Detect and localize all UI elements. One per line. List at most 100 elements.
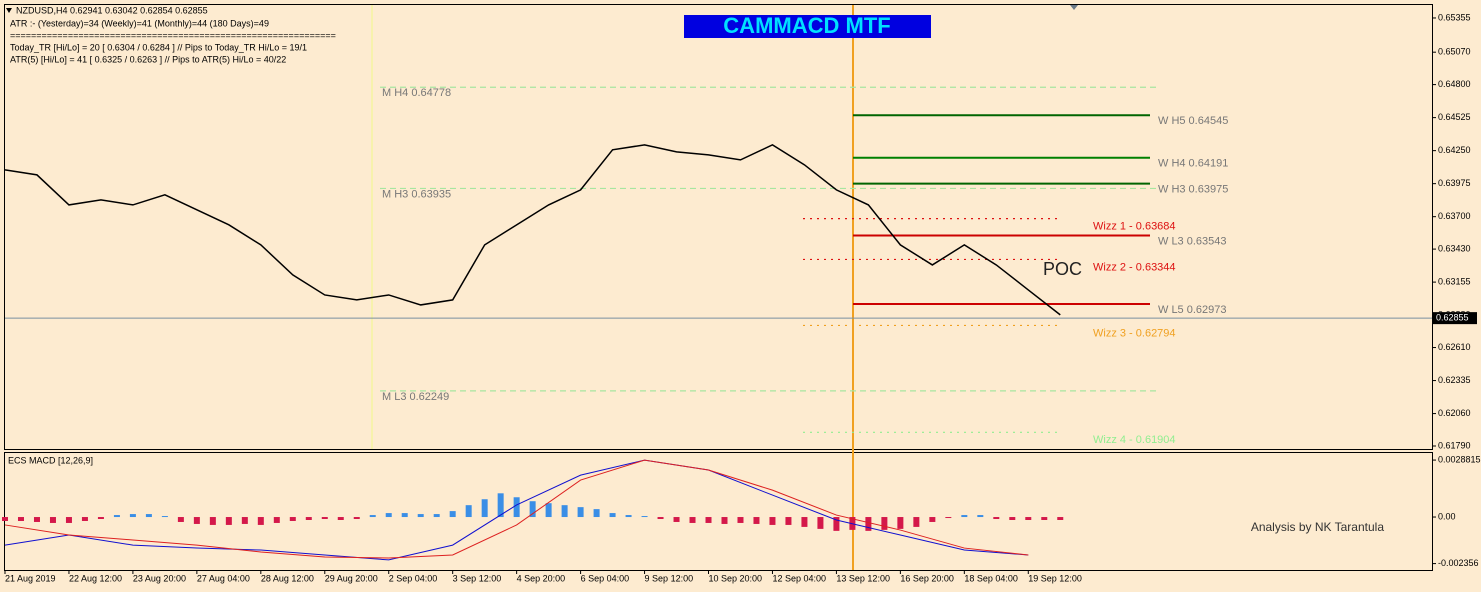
macd-bar [1009,517,1016,520]
y-tick-label: 0.64525 [1438,112,1471,122]
y-tick-label: 0.64250 [1438,145,1471,155]
x-tick-label: 21 Aug 2019 [5,573,56,583]
macd-bar [369,515,376,518]
macd-bar [1041,517,1048,520]
macd-bar [865,517,872,531]
macd-bar [945,517,952,519]
macd-bar [337,517,344,520]
macd-bar [401,513,408,518]
credit: Analysis by NK Tarantula [1251,520,1385,534]
info-line: ========================================… [10,30,336,40]
scroll-icon [1070,5,1078,10]
y-tick-label: 0.63155 [1438,276,1471,286]
macd-bar [113,515,120,518]
level-label: W H3 0.63975 [1158,184,1228,196]
x-tick-label: 2 Sep 04:00 [389,573,438,583]
x-tick-label: 27 Aug 04:00 [197,573,250,583]
macd-bar [801,517,808,527]
macd-bar [257,517,264,525]
macd-line [4,459,1029,559]
macd-bar [673,517,680,522]
x-tick-label: 3 Sep 12:00 [453,573,502,583]
x-tick-label: 12 Sep 04:00 [772,573,826,583]
macd-bar [993,517,1000,520]
macd-bar [129,514,136,518]
macd-bar [657,517,664,520]
macd-bar [833,517,840,531]
macd-bar [817,517,824,529]
x-tick-label: 18 Sep 04:00 [964,573,1018,583]
x-tick-label: 28 Aug 12:00 [261,573,314,583]
level-label: W L3 0.63543 [1158,235,1227,247]
macd-bar [1057,517,1064,520]
macd-bar [625,515,632,518]
level-label: W H4 0.64191 [1158,158,1228,170]
macd-bar [321,517,328,520]
x-tick-label: 23 Aug 20:00 [133,573,186,583]
macd-bar [929,517,936,522]
macd-bar [209,517,216,525]
macd-bar [753,517,760,524]
macd-bar [641,516,648,518]
macd-bar [529,501,536,518]
macd-bar [145,514,152,518]
macd-line [4,459,1029,561]
level-label: Wizz 3 - 0.62794 [1093,327,1176,339]
level-label: M H4 0.64778 [382,87,451,99]
level-label: Wizz 4 - 0.61904 [1093,434,1176,446]
macd-bar [481,499,488,518]
main-panel [4,4,1433,450]
macd-bar [769,517,776,525]
macd-bar [577,507,584,518]
macd-bar [433,514,440,518]
price-line [4,144,1061,316]
y-tick-label: 0.65070 [1438,47,1471,57]
macd-bar [721,517,728,524]
macd-bar [705,517,712,523]
y-tick-label: 0.00 [1438,511,1456,521]
y-tick-label: -0.002356 [1438,558,1479,568]
y-tick-label: 0.62060 [1438,408,1471,418]
macd-bar [161,516,168,518]
macd-bar [881,517,888,530]
macd-bar [561,505,568,518]
level-label: W H5 0.64545 [1158,115,1228,127]
info-line: ATR(5) [Hi/Lo] = 41 [ 0.6325 / 0.6263 ] … [10,54,286,64]
macd-bar [897,517,904,529]
macd-bar [689,517,696,523]
macd-bar [353,517,360,520]
macd-panel [4,452,1433,571]
macd-bar [737,517,744,523]
macd-bar [17,517,24,521]
x-tick-label: 4 Sep 20:00 [517,573,566,583]
last-price-box [1433,312,1477,325]
macd-bar [273,517,280,523]
macd-bar [785,517,792,525]
info-line: Today_TR [Hi/Lo] = 20 [ 0.6304 / 0.6284 … [10,42,307,52]
x-tick-label: 29 Aug 20:00 [325,573,378,583]
x-tick-label: 16 Sep 20:00 [900,573,954,583]
y-tick-label: 0.61790 [1438,440,1471,450]
macd-bar [305,517,312,520]
macd-bar [177,517,184,522]
y-tick-label: 0.65355 [1438,12,1471,22]
macd-bar [593,509,600,518]
macd-bar [465,505,472,518]
y-tick-label: 0.0028815 [1438,454,1481,464]
macd-bar [97,517,104,520]
macd-bar [513,497,520,518]
y-tick-label: 0.64800 [1438,79,1471,89]
macd-bar [33,517,40,522]
level-label: Wizz 2 - 0.63344 [1093,261,1176,273]
macd-bar [449,511,456,518]
macd-bar [417,514,424,518]
collapse-icon [6,8,12,13]
level-label: W L5 0.62973 [1158,304,1227,316]
y-tick-label: 0.62335 [1438,375,1471,385]
macd-bar [961,515,968,518]
x-tick-label: 19 Sep 12:00 [1028,573,1082,583]
info-line: NZDUSD,H4 0.62941 0.63042 0.62854 0.6285… [16,5,208,15]
macd-bar [193,517,200,524]
